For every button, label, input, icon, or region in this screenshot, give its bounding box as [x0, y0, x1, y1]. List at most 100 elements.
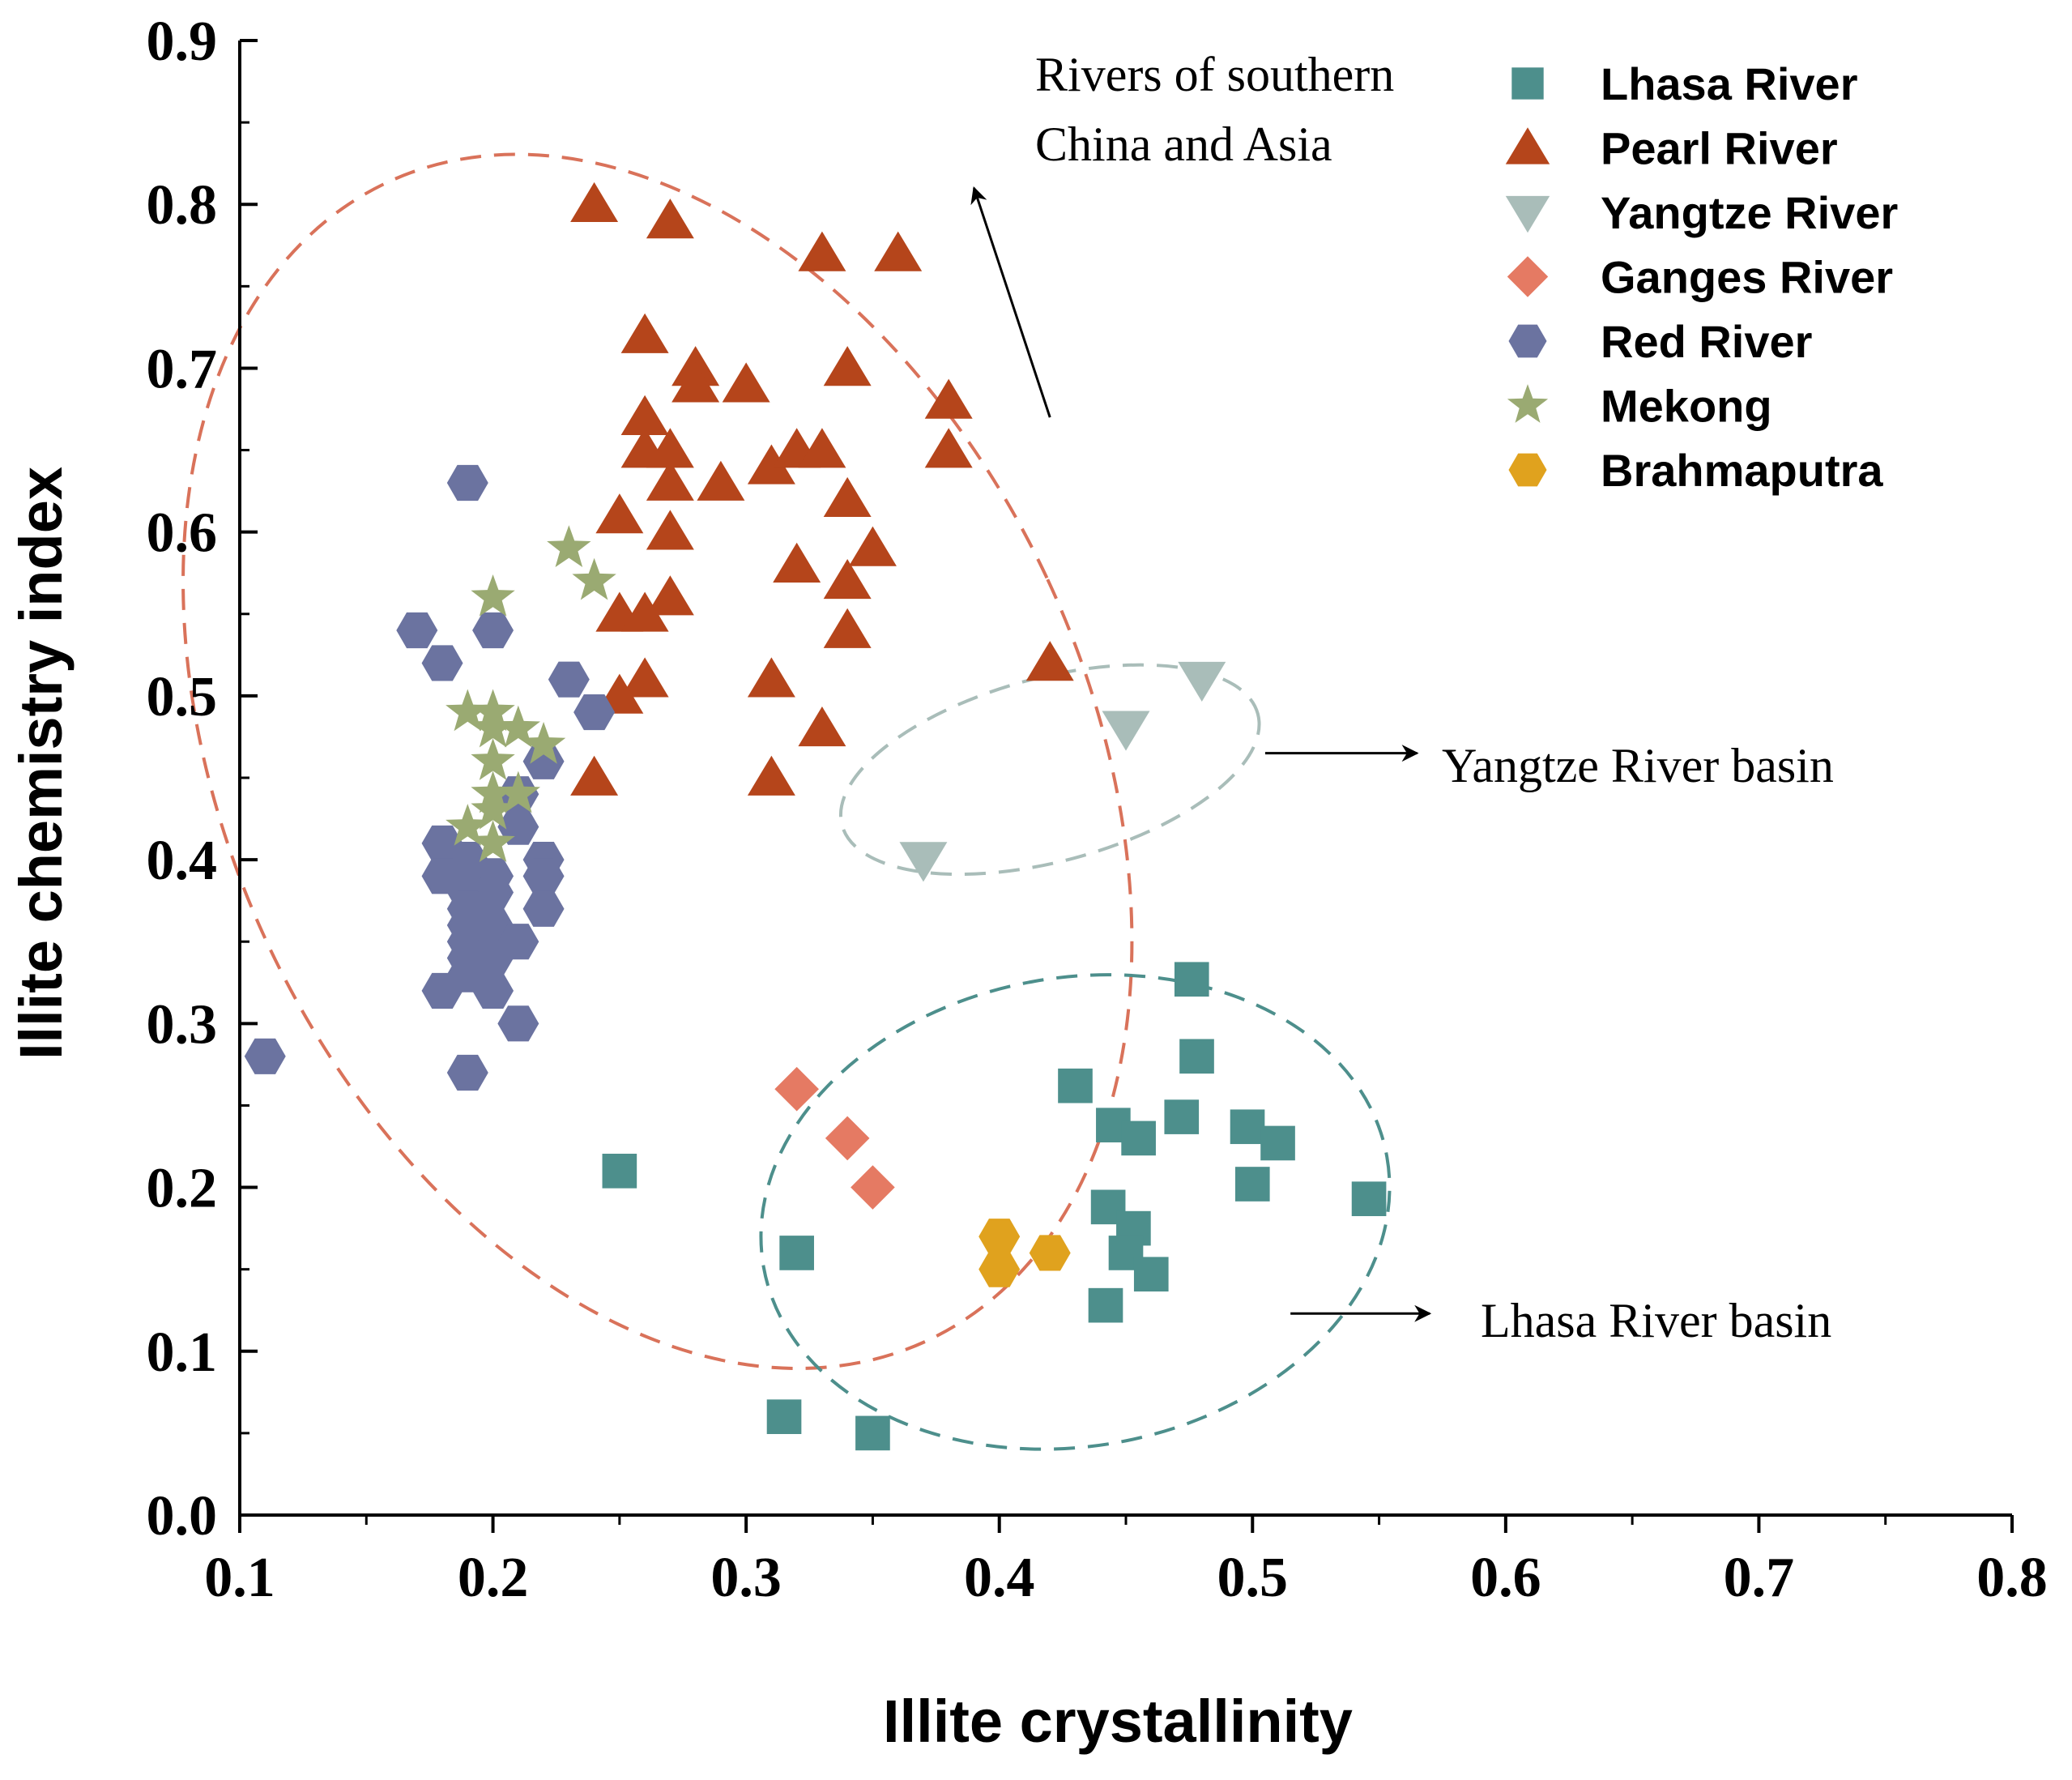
- legend-label-brahmaputra: Brahmaputra: [1601, 445, 1883, 496]
- rivers-of-southern-china-label-line-2: China and Asia: [1035, 117, 1332, 171]
- legend-label-pearl-river: Pearl River: [1601, 123, 1838, 174]
- data-points-layer: [244, 181, 1387, 1451]
- data-point-lhasa-river-11: [1230, 1109, 1265, 1145]
- data-point-red-river-27: [421, 972, 463, 1009]
- data-point-lhasa-river-18: [1133, 1257, 1169, 1292]
- series-yangtze-river: [899, 661, 1226, 882]
- data-point-pearl-river-32: [747, 657, 795, 698]
- data-point-pearl-river-13: [646, 428, 694, 468]
- x-tick-label: 0.1: [204, 1547, 275, 1609]
- data-point-pearl-river-30: [1025, 641, 1074, 681]
- data-point-lhasa-river-4: [855, 1415, 890, 1451]
- y-tick-label: 0.4: [147, 830, 218, 892]
- data-point-pearl-river-24: [773, 542, 821, 583]
- x-tick-label: 0.2: [458, 1547, 529, 1609]
- data-point-mekong-12: [471, 787, 515, 830]
- data-point-ganges-river-2: [825, 1116, 870, 1161]
- data-point-pearl-river-16: [798, 428, 846, 468]
- data-point-yangtze-river-2: [1102, 711, 1150, 751]
- legend-label-red-river: Red River: [1601, 316, 1812, 367]
- legend-label-yangtze-river: Yangtze River: [1601, 187, 1898, 238]
- data-point-pearl-river-2: [646, 198, 694, 239]
- data-point-pearl-river-4: [874, 231, 923, 271]
- data-point-red-river-31: [446, 1054, 488, 1091]
- y-tick-label: 0.7: [147, 338, 218, 400]
- data-point-pearl-river-29: [823, 608, 872, 648]
- y-tick-label: 0.2: [147, 1158, 218, 1220]
- data-point-red-river-28: [472, 972, 514, 1009]
- rivers-of-southern-china-ellipse: [181, 152, 1134, 1370]
- y-tick-label: 0.9: [147, 11, 218, 73]
- legend-label-mekong: Mekong: [1601, 381, 1772, 432]
- rivers-of-southern-china-label-line-1: Rivers of southern: [1035, 48, 1394, 101]
- series-brahmaputra: [978, 1219, 1071, 1287]
- legend-marker-lhasa-river: [1511, 67, 1544, 100]
- legend: Lhasa River Pearl River Yangtze River Gange…: [1505, 58, 1898, 496]
- data-point-ganges-river-3: [851, 1165, 895, 1210]
- data-point-red-river-1: [446, 464, 488, 502]
- legend-marker-yangtze-river: [1505, 195, 1550, 233]
- data-point-red-river-4: [421, 645, 463, 681]
- y-tick-label: 0.8: [147, 174, 218, 237]
- data-point-lhasa-river-7: [1121, 1121, 1156, 1156]
- data-point-lhasa-river-19: [1088, 1287, 1123, 1323]
- annotation-layer: Rivers of southern China and Asia Yangtze …: [181, 48, 1834, 1451]
- data-point-red-river-9: [497, 809, 539, 845]
- legend-marker-brahmaputra: [1508, 453, 1547, 487]
- series-red-river: [244, 464, 616, 1091]
- data-point-pearl-river-25: [823, 559, 872, 600]
- data-point-pearl-river-19: [697, 460, 745, 501]
- data-point-lhasa-river-10: [1179, 1039, 1214, 1074]
- data-point-pearl-river-21: [595, 493, 644, 534]
- data-point-pearl-river-31: [620, 657, 669, 698]
- data-point-red-river-19: [522, 890, 565, 927]
- data-point-lhasa-river-9: [1174, 962, 1209, 997]
- lhasa-river-basin-ellipse: [759, 973, 1392, 1451]
- data-point-pearl-river-28: [620, 591, 669, 632]
- data-point-red-river-3: [472, 612, 514, 649]
- x-tick-label: 0.8: [1976, 1547, 2048, 1609]
- data-point-pearl-river-3: [798, 231, 846, 271]
- data-point-lhasa-river-8: [1164, 1099, 1200, 1134]
- data-point-brahmaputra-2: [1029, 1235, 1071, 1271]
- data-point-pearl-river-5: [620, 313, 669, 353]
- data-point-red-river-29: [497, 1005, 539, 1042]
- data-point-pearl-river-22: [646, 510, 694, 550]
- x-tick-label: 0.6: [1470, 1547, 1541, 1609]
- data-point-mekong-7: [496, 705, 541, 748]
- data-point-pearl-river-11: [620, 395, 669, 435]
- data-point-mekong-2: [572, 557, 616, 600]
- series-mekong: [446, 525, 616, 863]
- data-point-red-river-6: [573, 694, 616, 731]
- data-point-pearl-river-9: [823, 346, 872, 386]
- yangtze-river-basin-label-line-1: Yangtze River basin: [1442, 739, 1834, 792]
- y-tick-label: 0.6: [147, 502, 218, 565]
- data-point-yangtze-river-1: [1178, 661, 1226, 702]
- legend-marker-mekong: [1507, 384, 1549, 423]
- data-point-mekong-8: [521, 721, 566, 764]
- data-point-mekong-6: [471, 705, 515, 748]
- data-point-lhasa-river-2: [779, 1236, 814, 1270]
- series-pearl-river: [570, 181, 1074, 796]
- data-point-lhasa-river-12: [1260, 1125, 1295, 1161]
- data-point-yangtze-river-3: [899, 842, 948, 882]
- data-point-mekong-14: [471, 820, 515, 863]
- data-point-red-river-2: [396, 612, 438, 649]
- data-point-lhasa-river-1: [602, 1154, 637, 1189]
- legend-label-ganges-river: Ganges River: [1601, 252, 1893, 303]
- legend-marker-red-river: [1508, 324, 1547, 358]
- data-point-mekong-4: [446, 689, 490, 732]
- data-point-pearl-river-35: [570, 755, 619, 796]
- legend-marker-pearl-river: [1505, 127, 1550, 164]
- x-tick-label: 0.3: [710, 1547, 782, 1609]
- data-point-mekong-1: [547, 525, 591, 568]
- data-point-brahmaputra-1: [978, 1219, 1021, 1255]
- data-point-pearl-river-36: [747, 755, 795, 796]
- x-axis-title: Illite crystallinity: [883, 1688, 1353, 1755]
- data-point-mekong-9: [471, 738, 515, 780]
- data-point-ganges-river-1: [774, 1066, 819, 1112]
- data-point-pearl-river-34: [798, 706, 846, 747]
- data-point-pearl-river-7: [671, 362, 720, 403]
- data-point-pearl-river-18: [646, 460, 694, 501]
